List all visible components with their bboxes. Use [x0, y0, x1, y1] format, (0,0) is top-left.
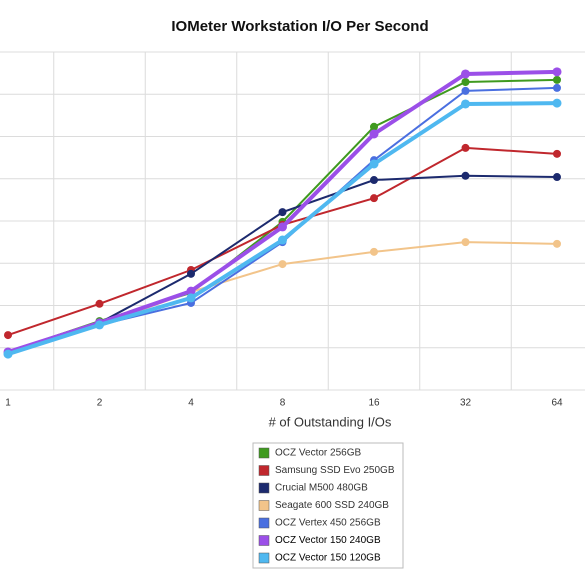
data-point — [187, 269, 195, 278]
data-point — [186, 293, 196, 303]
data-point — [461, 69, 470, 79]
x-tick-label: 2 — [97, 398, 103, 409]
legend-swatch — [258, 482, 270, 494]
legend-swatch — [258, 552, 270, 564]
legend-label: OCZ Vector 150 240GB — [275, 535, 381, 546]
data-point — [370, 247, 378, 256]
series-line — [7, 241, 558, 356]
data-point — [278, 222, 287, 232]
data-point — [95, 299, 104, 308]
legend-swatch — [258, 447, 270, 459]
data-point — [369, 129, 379, 139]
data-point — [4, 331, 12, 340]
data-point — [553, 173, 561, 182]
x-tick-label: 4 — [188, 398, 194, 409]
data-point — [553, 83, 561, 92]
data-point — [278, 260, 287, 269]
x-tick-label: 16 — [368, 398, 380, 409]
legend-label: OCZ Vector 256GB — [275, 448, 361, 459]
data-point — [278, 235, 287, 245]
legend-label: OCZ Vertex 450 256GB — [275, 518, 381, 529]
data-point — [370, 176, 378, 185]
data-point — [461, 86, 470, 95]
data-point — [461, 171, 470, 180]
data-point — [552, 67, 562, 77]
x-tick-label: 1 — [5, 398, 11, 409]
legend-label: Samsung SSD Evo 250GB — [275, 465, 395, 476]
data-point — [3, 349, 13, 359]
legend-label: OCZ Vector 150 120GB — [275, 553, 381, 564]
x-tick-label: 32 — [460, 398, 472, 409]
data-point — [461, 77, 470, 86]
x-tick-label: 8 — [280, 398, 286, 409]
data-point — [553, 239, 561, 248]
data-point — [553, 149, 561, 158]
data-point — [553, 75, 561, 84]
data-point — [552, 98, 562, 108]
legend-swatch — [258, 465, 270, 476]
data-point — [370, 194, 378, 203]
x-axis-label: # of Outstanding I/Os — [269, 414, 392, 429]
data-point — [95, 320, 104, 330]
legend-label: Seagate 600 SSD 240GB — [275, 500, 389, 511]
legend-swatch — [258, 535, 270, 546]
data-point — [186, 286, 196, 296]
data-point — [369, 159, 379, 169]
data-point — [461, 99, 470, 109]
legend-label: Crucial M500 480GB — [275, 483, 368, 494]
chart-title: IOMeter Workstation I/O Per Second — [171, 18, 428, 35]
data-point — [461, 238, 470, 247]
legend-swatch — [258, 517, 270, 529]
data-point — [278, 208, 287, 217]
legend-swatch — [258, 500, 270, 511]
data-point — [461, 143, 470, 152]
legend-box — [252, 442, 404, 569]
data-point — [370, 122, 378, 131]
x-tick-label: 64 — [551, 398, 563, 409]
